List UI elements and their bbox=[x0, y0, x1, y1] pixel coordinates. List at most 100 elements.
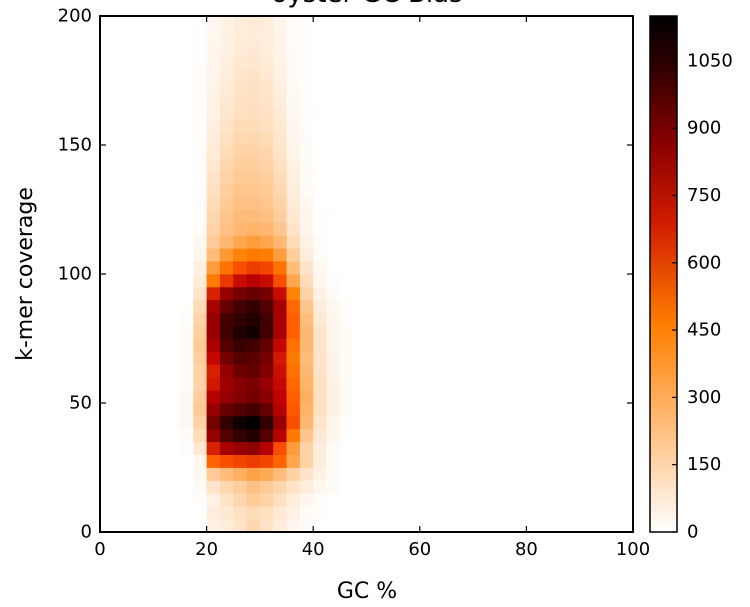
heatmap-cell bbox=[286, 209, 301, 223]
heatmap-cell bbox=[339, 312, 354, 326]
heatmap-cell bbox=[219, 119, 234, 133]
heatmap-cell bbox=[313, 312, 327, 326]
heatmap-cell bbox=[233, 286, 247, 301]
heatmap-cell bbox=[206, 377, 221, 391]
heatmap-cell bbox=[193, 93, 207, 107]
heatmap-cell bbox=[206, 338, 221, 352]
heatmap-cell bbox=[259, 441, 274, 455]
heatmap-cell bbox=[273, 54, 287, 68]
heatmap-cell bbox=[326, 467, 341, 481]
heatmap-cell bbox=[313, 467, 327, 481]
heatmap-cell bbox=[193, 454, 207, 468]
heatmap-cell bbox=[233, 428, 247, 443]
heatmap-cell bbox=[193, 183, 207, 197]
heatmap-cell bbox=[206, 274, 221, 288]
y-tick-label: 200 bbox=[58, 6, 92, 27]
heatmap-cell bbox=[193, 338, 207, 352]
heatmap-cell bbox=[286, 364, 301, 378]
heatmap-cell bbox=[193, 364, 207, 378]
heatmap-cell bbox=[313, 286, 327, 301]
heatmap-cell bbox=[259, 93, 274, 107]
heatmap-cell bbox=[246, 157, 261, 172]
heatmap-cell bbox=[286, 312, 301, 326]
heatmap-cell bbox=[233, 54, 247, 68]
heatmap-cell bbox=[206, 428, 221, 443]
heatmap-cell bbox=[299, 480, 314, 494]
heatmap-cell bbox=[259, 145, 274, 159]
heatmap-cell bbox=[206, 325, 221, 339]
heatmap-cell bbox=[326, 390, 341, 404]
heatmap-cell bbox=[233, 132, 247, 146]
heatmap-cell bbox=[246, 377, 261, 391]
heatmap-cell bbox=[259, 28, 274, 43]
heatmap-cell bbox=[246, 261, 261, 275]
heatmap-cell bbox=[206, 235, 221, 249]
heatmap-cell bbox=[273, 274, 287, 288]
heatmap-cell bbox=[326, 454, 341, 468]
y-tick-label: 100 bbox=[58, 264, 92, 285]
colorbar-tick-label: 900 bbox=[687, 118, 721, 139]
colorbar-tick-label: 300 bbox=[687, 387, 721, 408]
heatmap-cell bbox=[233, 441, 247, 455]
heatmap-cell bbox=[206, 506, 221, 520]
heatmap-cell bbox=[206, 132, 221, 146]
heatmap-cell bbox=[219, 441, 234, 455]
heatmap-cell bbox=[193, 106, 207, 120]
heatmap-cell bbox=[179, 364, 194, 378]
heatmap-cell bbox=[339, 325, 354, 339]
heatmap-cell bbox=[273, 170, 287, 185]
heatmap-cell bbox=[219, 54, 234, 68]
heatmap-cell bbox=[299, 428, 314, 443]
heatmap-cell bbox=[246, 119, 261, 133]
heatmap-cell bbox=[286, 467, 301, 481]
heatmap-cell bbox=[299, 467, 314, 481]
heatmap-cell bbox=[299, 364, 314, 378]
heatmap-cell bbox=[339, 299, 354, 314]
heatmap-cell bbox=[313, 299, 327, 314]
heatmap-cell bbox=[273, 132, 287, 146]
heatmap-cell bbox=[179, 377, 194, 391]
heatmap-cell bbox=[246, 196, 261, 210]
heatmap-cells bbox=[179, 16, 354, 533]
heatmap-cell bbox=[273, 506, 287, 520]
heatmap-cell bbox=[286, 67, 301, 81]
heatmap-cell bbox=[219, 157, 234, 172]
heatmap-cell bbox=[286, 132, 301, 146]
heatmap-cell bbox=[326, 377, 341, 391]
heatmap-cell bbox=[233, 93, 247, 107]
heatmap-cell bbox=[286, 222, 301, 236]
heatmap-cell bbox=[313, 415, 327, 430]
heatmap-cell bbox=[273, 145, 287, 159]
heatmap-cell bbox=[219, 454, 234, 468]
heatmap-cell bbox=[273, 415, 287, 430]
heatmap-cell bbox=[273, 80, 287, 94]
heatmap-cell bbox=[273, 248, 287, 262]
heatmap-cell bbox=[286, 351, 301, 365]
heatmap-cell bbox=[233, 467, 247, 481]
heatmap-cell bbox=[206, 209, 221, 223]
heatmap-cell bbox=[246, 248, 261, 262]
heatmap-cell bbox=[286, 183, 301, 197]
heatmap-cell bbox=[299, 16, 314, 30]
heatmap-cell bbox=[299, 312, 314, 326]
heatmap-cell bbox=[193, 480, 207, 494]
colorbar-tick-label: 750 bbox=[687, 185, 721, 206]
heatmap-cell bbox=[246, 222, 261, 236]
colorbar-tick-label: 450 bbox=[687, 320, 721, 341]
heatmap-cell bbox=[193, 80, 207, 94]
heatmap-cell bbox=[246, 41, 261, 56]
colorbar bbox=[649, 15, 678, 533]
y-axis-label: k-mer coverage bbox=[13, 187, 38, 361]
heatmap-cell bbox=[259, 403, 274, 417]
heatmap-cell bbox=[326, 312, 341, 326]
x-tick-label: 20 bbox=[195, 539, 218, 560]
heatmap-cell bbox=[286, 261, 301, 275]
heatmap-cell bbox=[286, 480, 301, 494]
heatmap-cell bbox=[206, 364, 221, 378]
heatmap-cell bbox=[299, 415, 314, 430]
heatmap-cell bbox=[206, 80, 221, 94]
heatmap-cell bbox=[326, 338, 341, 352]
heatmap-cell bbox=[233, 157, 247, 172]
heatmap-cell bbox=[313, 390, 327, 404]
heatmap-cell bbox=[339, 403, 354, 417]
